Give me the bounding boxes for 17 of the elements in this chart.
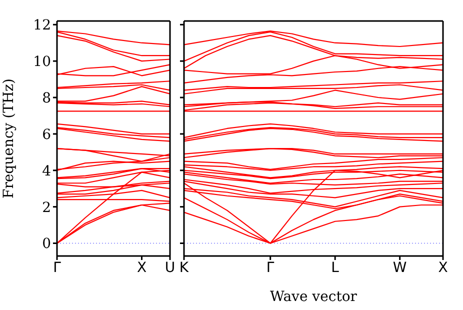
y-tick-label: 12	[33, 18, 51, 34]
y-tick-label: 6	[42, 126, 52, 143]
x-tick-label: L	[331, 260, 340, 276]
x-tick-label: U	[164, 260, 176, 276]
x-axis-title: Wave vector	[270, 289, 358, 305]
x-tick-label: X	[136, 260, 147, 276]
y-tick-label: 0	[42, 236, 51, 252]
x-tick-label: K	[179, 260, 190, 276]
y-axis-title: Frequency (THz)	[0, 78, 17, 199]
y-tick-label: 2	[42, 200, 51, 216]
x-tick-label: X	[438, 260, 448, 276]
x-tick-label: W	[392, 260, 407, 276]
x-tick-label: Γ	[53, 260, 62, 276]
y-tick-label: 8	[42, 90, 51, 106]
y-tick-label: 10	[33, 54, 51, 70]
x-tick-label: Γ	[266, 260, 274, 276]
y-tick-label: 4	[42, 163, 52, 180]
